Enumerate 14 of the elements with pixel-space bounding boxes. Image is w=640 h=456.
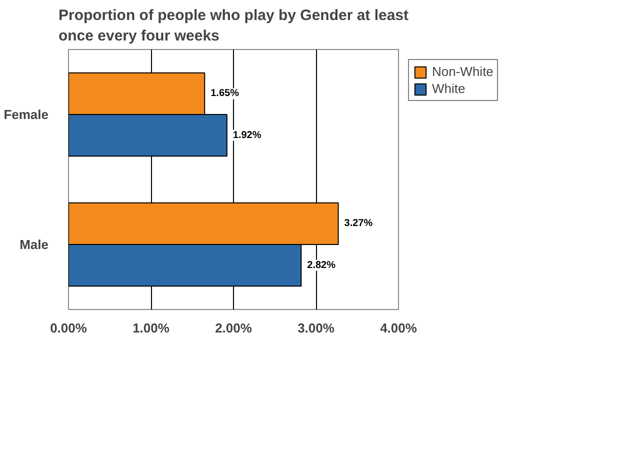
x-tick-label: 2.00% — [215, 320, 252, 336]
x-tick-label: 4.00% — [380, 320, 418, 336]
legend-label: Non-White — [432, 64, 494, 79]
data-label: 1.65% — [210, 88, 240, 100]
x-tick-label: 3.00% — [298, 320, 335, 336]
x-tick-label: 1.00% — [132, 320, 170, 336]
chart-title: Proportion of people who play by Gender at least once every four weeks — [58, 7, 409, 44]
data-label: 3.27% — [344, 218, 373, 230]
legend-label: White — [432, 81, 466, 96]
x-tick-label: 0.00% — [50, 320, 88, 336]
data-label: 2.82% — [307, 260, 336, 271]
y-tick-label: Male — [20, 237, 49, 252]
y-tick-label: Female — [4, 107, 49, 122]
data-label: 1.92% — [232, 130, 262, 141]
